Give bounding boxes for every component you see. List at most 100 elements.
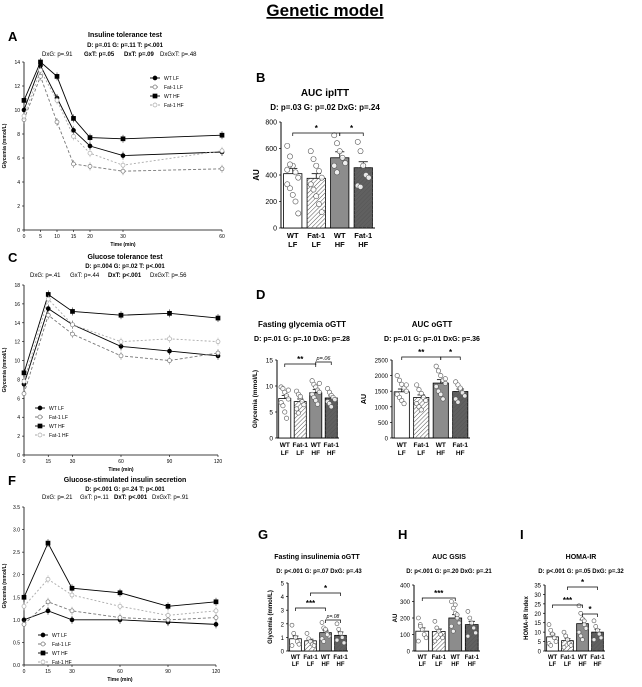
y-tick-label: 0 <box>385 437 389 443</box>
x-tick-label: 0 <box>23 459 26 465</box>
data-point <box>433 384 439 390</box>
data-point <box>360 162 367 169</box>
data-point <box>469 620 475 626</box>
x-tick-label: 90 <box>165 669 171 675</box>
y-axis-label: HOMA-IR Index <box>524 596 530 640</box>
data-point <box>118 353 124 359</box>
data-point <box>282 409 288 415</box>
data-point <box>433 363 439 369</box>
data-point <box>316 389 322 395</box>
data-point <box>117 590 123 596</box>
data-point <box>307 181 314 188</box>
y-tick-label: 2 <box>17 204 20 210</box>
category-label: WT <box>334 231 346 240</box>
panel-a-stats-1: D: p=.01 G: p=.11 T: p<.001 <box>87 43 164 49</box>
data-point <box>434 625 440 631</box>
sig-g-2-bracket <box>310 592 341 596</box>
category-label: LF <box>417 450 425 457</box>
data-point <box>287 161 293 168</box>
legend-swatch-marker <box>40 632 46 638</box>
sig-d1-2-label: p=.06 <box>316 356 332 362</box>
data-point <box>591 618 597 624</box>
legend-label: Fat-1 HF <box>164 103 184 109</box>
data-point <box>442 376 448 382</box>
legend-label: Fat-1 LF <box>49 415 68 421</box>
y-tick-label: 2.5 <box>13 550 20 556</box>
data-point <box>454 612 460 618</box>
data-point <box>165 603 171 609</box>
panel-c-stats-2a: DxG: p=.41 <box>30 273 61 279</box>
data-point <box>339 154 346 161</box>
panel-c-title: Glucose tolerance test <box>87 254 163 261</box>
data-point <box>213 615 219 620</box>
data-point <box>568 643 574 648</box>
data-point <box>87 143 93 149</box>
data-point <box>38 68 43 73</box>
data-point <box>580 637 585 642</box>
y-tick-label: 20 <box>534 612 541 618</box>
y-tick-label: 5 <box>269 410 273 417</box>
category-label: HF <box>311 450 320 457</box>
data-point <box>332 397 338 403</box>
category-label: WT <box>280 442 290 449</box>
legend-label: WT LF <box>52 633 67 639</box>
y-axis-label: Glycemia (mmol/L) <box>252 370 259 428</box>
y-tick-label: 0 <box>407 650 411 656</box>
x-tick-label: 30 <box>69 669 75 675</box>
sig-i-3-bracket <box>582 613 598 617</box>
y-tick-label: 3.0 <box>13 528 20 534</box>
y-tick-label: 16 <box>14 302 20 308</box>
data-point <box>341 640 347 646</box>
legend-swatch-marker <box>40 659 46 665</box>
y-axis-label: Glycemia (mmol/L) <box>2 563 8 608</box>
data-point <box>452 602 458 608</box>
y-tick-label: 0.0 <box>13 663 20 669</box>
data-point <box>598 635 604 641</box>
sig-b-1-label: * <box>315 124 319 133</box>
data-point <box>596 631 602 637</box>
category-label: WT <box>418 655 428 661</box>
data-point <box>438 373 444 379</box>
data-point <box>336 626 342 632</box>
x-tick-label: 120 <box>212 669 221 675</box>
panel-b-letter: B <box>256 70 265 85</box>
data-point <box>315 401 321 407</box>
y-tick-label: 14 <box>14 60 20 66</box>
data-point <box>323 626 328 632</box>
data-point <box>310 186 317 193</box>
category-label: Fat-1 <box>323 442 339 449</box>
legend-label: Fat-1 LF <box>52 642 71 648</box>
panel-h-stats: D: p<.001 G: p=.20 DxG: p=.21 <box>406 569 492 575</box>
bar-hatch <box>304 640 317 651</box>
category-label: LF <box>398 450 406 457</box>
panel-f-stats-2b: GxT: p=.11 <box>80 495 109 501</box>
y-tick-label: 4 <box>17 415 20 421</box>
data-point <box>289 191 296 198</box>
data-point <box>465 609 471 614</box>
bar-hatch <box>591 632 604 651</box>
y-tick-label: 3.5 <box>13 505 20 511</box>
y-tick-label: 15 <box>266 358 274 365</box>
legend-label: Fat-1 HF <box>52 660 72 666</box>
data-point <box>219 166 225 172</box>
data-point <box>292 198 299 205</box>
data-point <box>440 635 445 641</box>
data-point <box>21 378 27 384</box>
sig-d1-1-bracket <box>284 363 317 367</box>
legend-swatch-marker <box>152 93 158 99</box>
sig-i-3-label: * <box>588 605 592 614</box>
y-tick-label: 1 <box>281 636 285 642</box>
data-point <box>54 98 60 103</box>
series-line <box>23 307 219 385</box>
panel-h-letter: H <box>398 527 407 542</box>
data-point <box>316 201 322 208</box>
data-point <box>394 373 400 379</box>
data-point <box>45 599 51 605</box>
data-point <box>432 618 438 624</box>
data-point <box>336 148 343 155</box>
data-point <box>561 629 567 635</box>
data-point <box>117 603 123 609</box>
sig-i-1-label: *** <box>563 596 573 605</box>
panel-g-title: Fasting insulinemia oGTT <box>274 554 360 561</box>
y-axis-label: Glycemia (mmol/L) <box>2 347 8 392</box>
